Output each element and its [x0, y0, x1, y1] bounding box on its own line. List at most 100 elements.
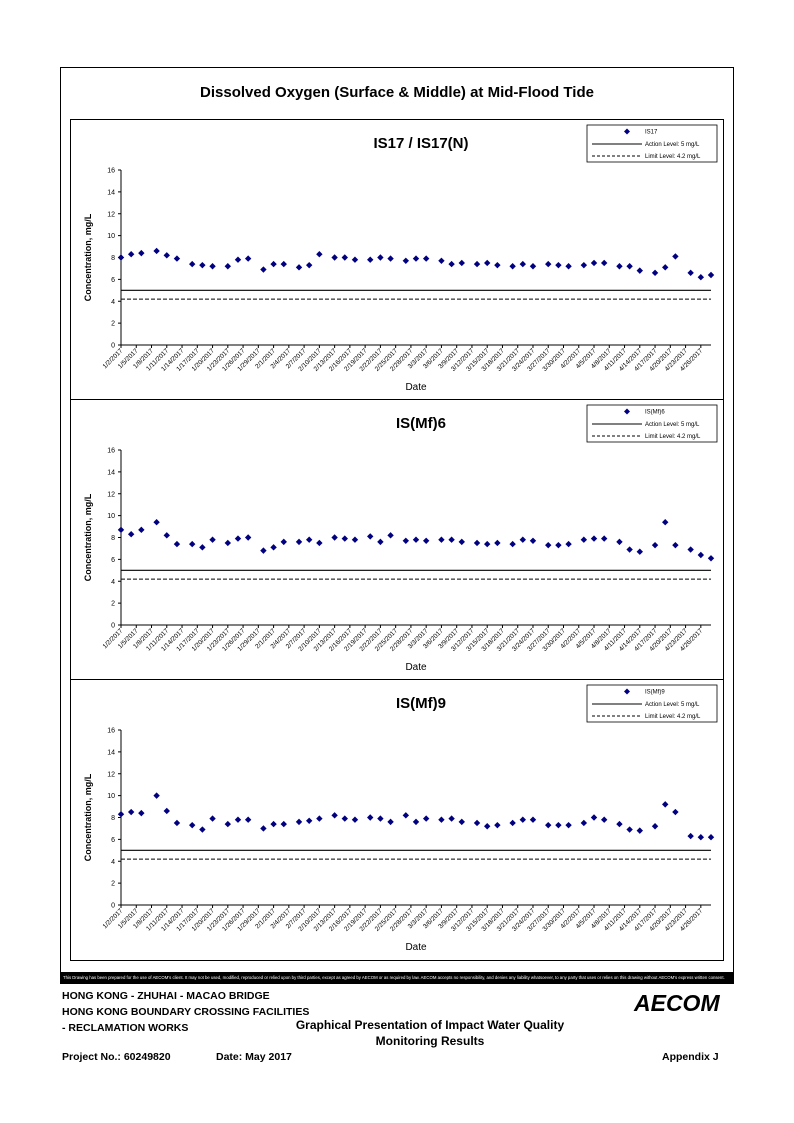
data-point — [295, 818, 303, 826]
data-point — [270, 260, 277, 268]
data-point — [316, 251, 323, 258]
data-point — [224, 820, 232, 828]
data-point — [697, 273, 705, 281]
legend-label-series: IS17 — [645, 130, 658, 136]
footer-project-line2: HONG KONG BOUNDARY CROSSING FACILITIES — [62, 1006, 310, 1018]
data-point — [402, 257, 410, 264]
y-tick-label: 2 — [111, 881, 115, 888]
legend-label-limit: Limit Level: 4.2 mg/L — [645, 434, 701, 440]
data-point — [199, 544, 206, 551]
footer-project-number: Project No.: 60249820 — [62, 1051, 171, 1063]
y-tick-label: 2 — [111, 601, 115, 608]
data-point — [458, 259, 465, 267]
data-point — [555, 821, 562, 829]
data-point — [600, 259, 608, 267]
y-axis-label: Concentration, mg/L — [83, 773, 93, 861]
data-point — [295, 264, 303, 271]
data-point — [305, 261, 313, 269]
data-point — [127, 251, 135, 258]
data-point — [351, 256, 359, 263]
data-point — [153, 247, 160, 255]
data-point — [707, 833, 715, 841]
data-point — [173, 540, 181, 548]
data-point — [636, 827, 643, 834]
data-point — [687, 546, 694, 553]
data-point — [387, 532, 394, 539]
data-point — [697, 551, 705, 559]
footer-title-line2: Monitoring Results — [375, 1034, 485, 1048]
chart-panel-ismf9: IS(Mf)9 IS(Mf)9 Action Level: 5 mg/L Limit … — [70, 679, 724, 961]
legend-label-limit: Limit Level: 4.2 mg/L — [645, 154, 701, 160]
data-point — [626, 546, 633, 553]
data-point — [295, 538, 303, 546]
data-point — [707, 555, 715, 562]
footer-date: Date: May 2017 — [216, 1051, 292, 1063]
data-point — [412, 255, 420, 262]
data-point — [173, 819, 181, 827]
chart-title: IS(Mf)6 — [396, 415, 446, 432]
data-point — [600, 535, 608, 542]
data-point — [280, 260, 287, 268]
data-point — [367, 533, 374, 540]
data-point — [341, 815, 348, 822]
data-point — [163, 252, 170, 259]
data-point — [448, 536, 455, 543]
y-tick-label: 12 — [107, 491, 115, 498]
aecom-logo: AECOM — [634, 990, 720, 1016]
footer-project-line1: HONG KONG - ZHUHAI - MACAO BRIDGE — [62, 990, 270, 1002]
data-point — [438, 536, 445, 543]
y-tick-label: 0 — [111, 343, 115, 350]
data-point — [494, 539, 501, 547]
data-point — [153, 518, 160, 526]
data-point — [494, 821, 501, 829]
data-point — [127, 531, 135, 538]
data-point — [565, 540, 572, 548]
y-tick-label: 10 — [107, 793, 115, 800]
legend-label-action: Action Level: 5 mg/L — [645, 702, 700, 708]
y-tick-label: 10 — [107, 513, 115, 520]
data-point — [484, 540, 491, 548]
data-point — [438, 257, 445, 264]
y-tick-label: 16 — [107, 168, 115, 175]
data-point — [697, 833, 705, 841]
data-point — [555, 261, 562, 269]
data-point — [494, 261, 501, 269]
data-point — [189, 540, 196, 548]
data-point — [331, 534, 338, 541]
chart-svg: IS(Mf)9 IS(Mf)9 Action Level: 5 mg/L Limit … — [83, 684, 718, 953]
data-point — [529, 263, 537, 270]
legend-marker — [624, 128, 630, 135]
legend-label-series: IS(Mf)9 — [645, 690, 665, 696]
chart-svg: IS(Mf)6 IS(Mf)6 Action Level: 5 mg/L Limit … — [83, 404, 718, 673]
data-point — [117, 254, 125, 261]
data-point — [651, 269, 659, 277]
y-tick-label: 16 — [107, 448, 115, 455]
data-point — [580, 819, 588, 827]
data-point — [387, 818, 394, 826]
data-point — [509, 263, 516, 270]
x-axis-label: Date — [405, 382, 427, 393]
data-point — [662, 801, 669, 808]
data-point — [305, 817, 313, 824]
x-axis-label: Date — [405, 662, 427, 673]
y-tick-label: 6 — [111, 837, 115, 844]
data-point — [590, 259, 598, 267]
data-point — [473, 260, 481, 268]
data-point — [626, 263, 633, 270]
data-point — [473, 539, 481, 547]
chart-legend: IS(Mf)6 Action Level: 5 mg/L Limit Level: … — [586, 404, 718, 443]
data-point — [422, 255, 430, 262]
data-point — [484, 259, 491, 267]
data-point — [438, 816, 445, 823]
data-point — [600, 816, 608, 823]
data-point — [580, 261, 588, 269]
y-tick-label: 12 — [107, 211, 115, 218]
data-point — [270, 820, 277, 828]
data-point — [509, 540, 516, 548]
data-point — [173, 255, 181, 262]
y-tick-label: 4 — [111, 299, 115, 306]
disclaimer-bar: This Drawing has been prepared for the u… — [60, 972, 734, 984]
data-point — [280, 820, 287, 828]
data-point — [244, 534, 252, 541]
data-point — [224, 263, 232, 270]
